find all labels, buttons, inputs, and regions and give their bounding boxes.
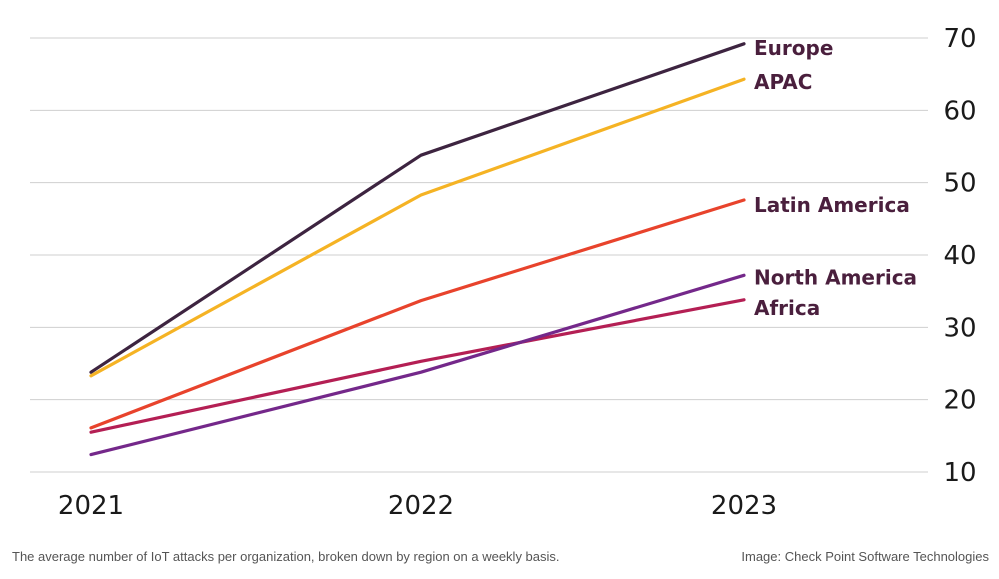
y-tick-label-50: 50 <box>943 169 976 199</box>
y-tick-label-20: 20 <box>943 386 976 416</box>
chart-caption: The average number of IoT attacks per or… <box>12 549 560 564</box>
y-tick-label-30: 30 <box>943 313 976 343</box>
y-tick-label-60: 60 <box>943 96 976 126</box>
series-line-latin-america <box>89 198 746 430</box>
series-line-apac <box>89 77 746 378</box>
y-axis-tick-labels: 10 20 30 40 50 60 70 <box>943 24 976 488</box>
series-line-africa <box>89 298 746 434</box>
y-tick-label-40: 40 <box>943 241 976 271</box>
series-label-europe: Europe <box>754 36 833 60</box>
y-tick-label-10: 10 <box>943 458 976 488</box>
x-tick-label-2022: 2022 <box>388 491 454 521</box>
series-label-apac: APAC <box>754 70 812 94</box>
y-tick-label-70: 70 <box>943 24 976 54</box>
image-credit: Image: Check Point Software Technologies <box>741 549 989 564</box>
series-lines <box>89 42 746 457</box>
x-tick-label-2023: 2023 <box>711 491 777 521</box>
line-chart: 10 20 30 40 50 60 70 2021 2022 2023 Europe APAC La… <box>30 24 977 521</box>
series-label-latin-america: Latin America <box>754 193 910 217</box>
series-line-europe <box>89 42 746 374</box>
series-label-africa: Africa <box>754 296 820 320</box>
x-tick-label-2021: 2021 <box>58 491 124 521</box>
gridlines <box>30 37 928 473</box>
series-labels: Europe APAC Latin America North America Afri… <box>754 36 917 320</box>
series-label-north-america: North America <box>754 265 917 289</box>
x-axis-tick-labels: 2021 2022 2023 <box>58 491 777 521</box>
series-line-north-america <box>89 273 746 457</box>
